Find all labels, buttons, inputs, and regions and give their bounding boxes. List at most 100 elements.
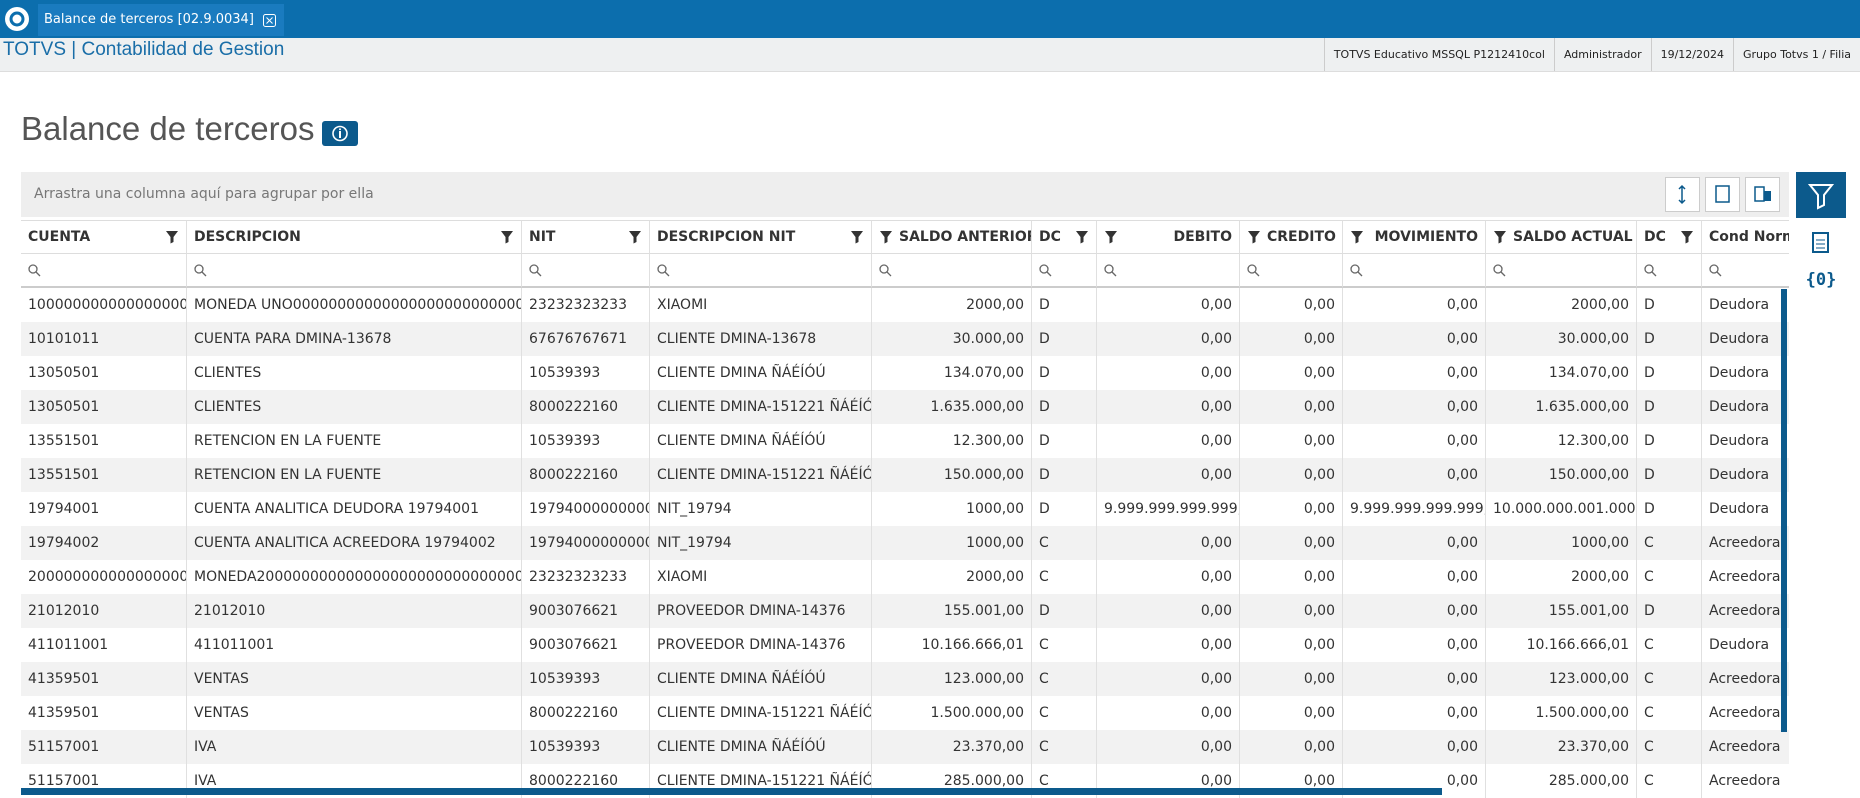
table-row[interactable]: 19794002 CUENTA ANALITICA ACREEDORA 19794… bbox=[21, 526, 1789, 560]
table-row[interactable]: 411011001 411011001 9003076621 PROVEEDOR DM… bbox=[21, 628, 1789, 662]
table-cell: 123.000,00 bbox=[872, 662, 1032, 696]
table-cell: D bbox=[1637, 458, 1702, 492]
filter-input[interactable] bbox=[650, 254, 872, 288]
table-cell: NIT_19794 bbox=[650, 526, 872, 560]
group-hint: Arrastra una columna aquí para agrupar p… bbox=[34, 186, 374, 202]
table-cell: C bbox=[1032, 560, 1097, 594]
table-cell: 150.000,00 bbox=[872, 458, 1032, 492]
table-row[interactable]: 10000000000000000000MONEDA UNO0000000000… bbox=[21, 288, 1789, 322]
table-cell: D bbox=[1637, 356, 1702, 390]
table-cell: 12.300,00 bbox=[872, 424, 1032, 458]
filter-input[interactable] bbox=[522, 254, 650, 288]
variables-button[interactable]: {0} bbox=[1806, 270, 1837, 290]
table-row[interactable]: 13551501 RETENCION EN LA FUENTE 10539393 CL… bbox=[21, 424, 1789, 458]
clipboard-button[interactable] bbox=[1812, 232, 1829, 253]
table-cell: 0,00 bbox=[1343, 526, 1486, 560]
table-cell: CLIENTES bbox=[187, 390, 522, 424]
filter-icon[interactable] bbox=[165, 230, 179, 244]
table-cell: 0,00 bbox=[1097, 458, 1240, 492]
table-cell: Deudora bbox=[1702, 424, 1789, 458]
table-cell: 10.166.666,01 bbox=[1486, 628, 1637, 662]
table-cell: 0,00 bbox=[1097, 356, 1240, 390]
table-cell: C bbox=[1032, 764, 1097, 798]
table-row[interactable]: 13050501 CLIENTES 10539393 CLIENTE DMINA ÑÁ… bbox=[21, 356, 1789, 390]
table-cell: Acreedora bbox=[1702, 560, 1789, 594]
columns-button[interactable] bbox=[1745, 177, 1780, 212]
table-cell: C bbox=[1637, 764, 1702, 798]
table-cell: D bbox=[1637, 322, 1702, 356]
filter-icon[interactable] bbox=[1493, 230, 1507, 244]
table-cell: 197940000000001 bbox=[522, 492, 650, 526]
vertical-scrollbar[interactable] bbox=[1781, 289, 1787, 732]
table-cell: 12.300,00 bbox=[1486, 424, 1637, 458]
table-cell: C bbox=[1637, 696, 1702, 730]
filter-icon[interactable] bbox=[500, 230, 514, 244]
filter-input[interactable] bbox=[1097, 254, 1240, 288]
table-row[interactable]: 19794001 CUENTA ANALITICA DEUDORA 1979400… bbox=[21, 492, 1789, 526]
filter-input[interactable] bbox=[1032, 254, 1097, 288]
table-cell: 23232323233 bbox=[522, 560, 650, 594]
filter-icon[interactable] bbox=[1247, 230, 1261, 244]
density-button[interactable] bbox=[1665, 177, 1700, 212]
info-button[interactable] bbox=[322, 121, 358, 146]
filter-input[interactable] bbox=[1486, 254, 1637, 288]
filter-button[interactable] bbox=[1796, 172, 1846, 218]
table-cell: 13050501 bbox=[21, 356, 187, 390]
table-cell: 8000222160 bbox=[522, 696, 650, 730]
table-cell: 2000,00 bbox=[1486, 288, 1637, 322]
filter-input[interactable] bbox=[21, 254, 187, 288]
table-cell: 0,00 bbox=[1343, 288, 1486, 322]
table-cell: 0,00 bbox=[1343, 560, 1486, 594]
table-cell: 9003076621 bbox=[522, 594, 650, 628]
column-header: DESCRIPCION bbox=[187, 220, 522, 254]
table-cell: 41359501 bbox=[21, 662, 187, 696]
filter-icon[interactable] bbox=[628, 230, 642, 244]
filter-input[interactable] bbox=[187, 254, 522, 288]
table-cell: MONEDA2000000000000000000000000000000000 bbox=[187, 560, 522, 594]
filter-icon[interactable] bbox=[1075, 230, 1089, 244]
filter-icon[interactable] bbox=[1104, 230, 1118, 244]
table-cell: CLIENTES bbox=[187, 356, 522, 390]
filter-input[interactable] bbox=[1702, 254, 1789, 288]
table-cell: D bbox=[1637, 390, 1702, 424]
table-cell: C bbox=[1637, 662, 1702, 696]
column-header: DC bbox=[1032, 220, 1097, 254]
filter-icon[interactable] bbox=[850, 230, 864, 244]
status-item: TOTVS Educativo MSSQL P1212410col bbox=[1323, 38, 1554, 71]
table-row[interactable]: 51157001 IVA 8000222160 CLIENTE DMINA-15122… bbox=[21, 764, 1789, 798]
table-row[interactable]: 51157001 IVA 10539393 CLIENTE DMINA ÑÁÉÍÓÚ 2… bbox=[21, 730, 1789, 764]
filter-input[interactable] bbox=[1637, 254, 1702, 288]
horizontal-scrollbar[interactable] bbox=[21, 788, 1442, 795]
table-cell: 19794001 bbox=[21, 492, 187, 526]
table-row[interactable]: 13551501 RETENCION EN LA FUENTE 8000222160… bbox=[21, 458, 1789, 492]
side-panel: {0} bbox=[1796, 172, 1846, 798]
table-row[interactable]: 41359501 VENTAS 10539393 CLIENTE DMINA ÑÁÉÍ… bbox=[21, 662, 1789, 696]
table-row[interactable]: 10101011 CUENTA PARA DMINA-13678 676767676… bbox=[21, 322, 1789, 356]
filter-icon[interactable] bbox=[879, 230, 893, 244]
table-cell: 23.370,00 bbox=[1486, 730, 1637, 764]
table-cell: Deudora bbox=[1702, 628, 1789, 662]
filter-input[interactable] bbox=[1240, 254, 1343, 288]
column-header: DESCRIPCION NIT bbox=[650, 220, 872, 254]
filter-input[interactable] bbox=[872, 254, 1032, 288]
table-cell: 13551501 bbox=[21, 424, 187, 458]
table-cell: 0,00 bbox=[1097, 390, 1240, 424]
table-cell: 23.370,00 bbox=[872, 730, 1032, 764]
table-cell: XIAOMI bbox=[650, 560, 872, 594]
table-cell: Acreedora bbox=[1702, 764, 1789, 798]
filter-icon[interactable] bbox=[1350, 230, 1364, 244]
table-cell: 0,00 bbox=[1097, 560, 1240, 594]
export-button[interactable] bbox=[1705, 177, 1740, 212]
table-cell: 197940000000001 bbox=[522, 526, 650, 560]
filter-input[interactable] bbox=[1343, 254, 1486, 288]
table-row[interactable]: 13050501 CLIENTES 8000222160 CLIENTE DMINA-… bbox=[21, 390, 1789, 424]
table-row[interactable]: 41359501 VENTAS 8000222160 CLIENTE DMINA-15… bbox=[21, 696, 1789, 730]
table-cell: 0,00 bbox=[1240, 492, 1343, 526]
table-cell: CLIENTE DMINA-151221 ÑÁÉÍÓÚ bbox=[650, 390, 872, 424]
filter-icon[interactable] bbox=[1680, 230, 1694, 244]
table-row[interactable]: 21012010 21012010 9003076621 PROVEEDOR DMIN… bbox=[21, 594, 1789, 628]
table-row[interactable]: 20000000000000000000MONEDA20000000000000… bbox=[21, 560, 1789, 594]
table-cell: NIT_19794 bbox=[650, 492, 872, 526]
tab[interactable]: Balance de terceros [02.9.0034] bbox=[38, 4, 284, 36]
tab-close[interactable] bbox=[262, 14, 276, 27]
